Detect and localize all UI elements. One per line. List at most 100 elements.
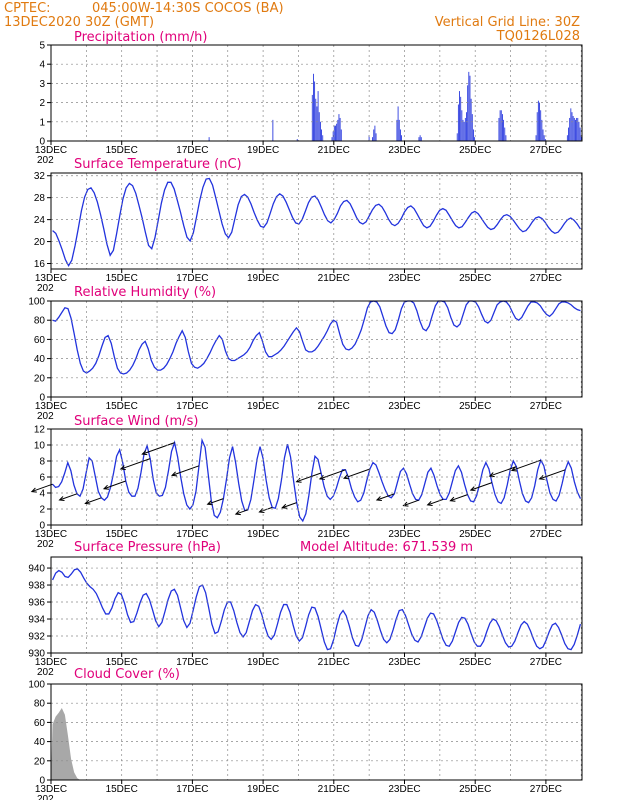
press-xtick-label: 17DEC [176,657,208,668]
precip-bar [373,129,375,141]
wind-arrow [450,494,468,502]
press-xtick-label: 13DEC [35,657,67,668]
wind-xtick-label: 15DEC [106,529,138,540]
wind-arrow-head [449,496,456,502]
precip-bar [566,135,568,141]
wind-arrow-head [102,484,110,490]
press-ytick-label: 934 [28,615,45,626]
precip-bar [318,112,320,141]
header-grid-note: Vertical Grid Line: 30Z [435,15,580,30]
temp-xtick-label: 23DEC [388,273,420,284]
precip-bar [457,104,459,141]
press-xtick-label: 15DEC [106,657,138,668]
temp-xtick-label: 19DEC [247,273,279,284]
precip-ytick-label: 2 [39,98,45,109]
precip-bar [419,135,421,141]
wind-arrow [171,465,200,476]
rh-xtick-label: 25DEC [459,401,491,412]
precip-bar [311,94,313,141]
precip-bar [375,133,377,141]
wind-title: Surface Wind (m/s) [74,414,198,429]
press-xtick-label: 21DEC [318,657,350,668]
precip-bar [543,135,545,141]
cloud-xtick-label: 13DEC [35,784,67,795]
wind-xtick-label: 17DEC [176,529,208,540]
temp-ytick-label: 32 [34,171,46,182]
precip-bar [315,98,317,141]
wind-arrow [376,493,395,501]
precip-bar [470,98,472,141]
wind-xtick-label: 25DEC [459,529,491,540]
cloud-ytick-label: 40 [34,737,46,748]
wind-arrow [319,469,346,480]
cloud-year-stub: 202 [37,794,54,800]
wind-xtick-label: 23DEC [388,529,420,540]
rh-ytick-label: 40 [34,354,46,365]
wind-xtick-label: 19DEC [247,529,279,540]
precip-bar [575,119,576,141]
wind-arrow [282,502,297,509]
wind-arrow-head [402,501,409,507]
rh-xtick-label: 19DEC [247,401,279,412]
temp-line [52,177,581,268]
precip-bar [331,137,333,141]
wind-arrow-head [426,501,433,506]
wind-arrow [59,493,78,501]
wind-arrow [120,458,151,470]
pressure-title: Surface Pressure (hPa) [74,540,221,555]
precip-xtick-label: 17DEC [176,145,208,156]
wind-xtick-label: 13DEC [35,529,67,540]
precip-bar [398,119,400,141]
temp-ytick-label: 28 [34,193,46,204]
rh-xtick-label: 17DEC [176,401,208,412]
wind-arrow-head [206,500,213,506]
rh-xtick-label: 27DEC [530,401,562,412]
press-line [51,568,582,651]
precip-bar [420,137,422,141]
rh-xtick-label: 13DEC [35,401,67,412]
precip-bar [336,123,338,141]
cloud-ytick-label: 100 [28,680,45,691]
precip-bar [396,119,398,141]
rh-year-stub: 202 [37,411,54,422]
precip-bar [466,112,467,141]
precip-bar [461,110,463,141]
header-model-code: TQ0126L028 [496,29,580,44]
precip-xtick-label: 25DEC [459,145,491,156]
humidity-title: Relative Humidity (%) [74,285,216,300]
precip-xtick-label: 21DEC [318,145,350,156]
rh-xtick-label: 23DEC [388,401,420,412]
rh-xtick-label: 21DEC [318,401,350,412]
precip-bar [464,117,466,141]
cloud-xtick-label: 17DEC [176,784,208,795]
cloud-ytick-label: 20 [34,756,46,767]
precip-xtick-label: 15DEC [106,145,138,156]
temp-ytick-label: 20 [34,237,46,248]
wind-arrow [511,459,541,471]
cloud-ytick-label: 80 [34,699,46,710]
wind-arrow [103,480,126,490]
wind-arrow-head [295,477,302,483]
wind-arrow-head [281,503,288,509]
wind-arrow [489,466,517,477]
temp-frame [50,172,583,270]
precip-bar [314,81,316,141]
wind-arrow [470,482,493,491]
wind-ytick-label: 6 [39,473,45,484]
precip-bar [467,85,469,141]
precip-bar [317,91,319,141]
precip-bar [335,125,336,141]
precip-bar [471,114,473,141]
press-xtick-label: 25DEC [459,657,491,668]
wind-arrow [235,509,249,515]
precip-bar [208,137,210,141]
rh-ytick-label: 60 [34,335,46,346]
press-ytick-label: 940 [28,564,45,575]
precip-bar [544,139,546,141]
precip-bar [541,119,543,141]
precip-bar [313,73,314,141]
precip-bar [319,121,321,141]
precip-bar [537,100,539,141]
cloud-ytick-label: 0 [39,776,45,787]
wind-arrow-head [170,471,178,477]
